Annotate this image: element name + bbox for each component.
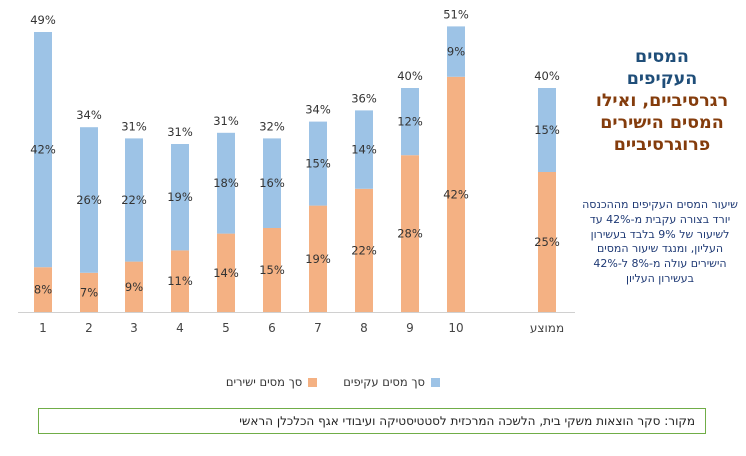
bar-indirect [171, 144, 189, 251]
x-tick-label: ממוצע [530, 321, 564, 335]
data-label-indirect: 15% [305, 157, 331, 171]
bar-direct [355, 188, 373, 312]
data-label-total: 51% [443, 7, 469, 21]
data-label-indirect: 12% [397, 115, 423, 129]
bar-direct [263, 228, 281, 312]
x-tick-label: 7 [314, 321, 322, 335]
x-tick-label: 10 [448, 321, 463, 335]
bar-direct [538, 172, 556, 312]
legend-item-indirect: סך מסים עקיפים [343, 375, 440, 389]
data-label-total: 34% [305, 103, 331, 117]
chart-description: שיעור המסים העקיפים מההכנסה יורד בצורה ע… [582, 198, 738, 285]
x-tick-label: 3 [130, 321, 138, 335]
data-label-total: 36% [351, 91, 377, 105]
bar-direct [171, 250, 189, 312]
data-label-direct: 7% [80, 285, 98, 299]
bar-direct [447, 76, 465, 312]
headline-line-2a: העקיפים [626, 69, 698, 89]
bar-indirect [309, 121, 327, 206]
data-label-direct: 8% [34, 283, 52, 297]
data-label-indirect: 18% [213, 176, 239, 190]
data-label-indirect: 9% [447, 45, 465, 59]
data-label-indirect: 19% [167, 190, 193, 204]
data-label-indirect: 22% [121, 193, 147, 207]
legend-swatch-indirect [431, 377, 440, 387]
legend-label-indirect: סך מסים עקיפים [343, 375, 425, 389]
bar-direct [125, 261, 143, 312]
data-label-direct: 25% [534, 235, 560, 249]
data-label-total: 32% [259, 119, 285, 133]
x-tick-label: 1 [39, 321, 47, 335]
data-label-total: 40% [397, 69, 423, 83]
data-label-direct: 22% [351, 243, 377, 257]
x-tick-label: 8 [360, 321, 368, 335]
bar-indirect [263, 138, 281, 228]
data-label-indirect: 15% [534, 123, 560, 137]
x-tick-label: 5 [222, 321, 230, 335]
bar-indirect [447, 26, 465, 77]
data-label-indirect: 26% [76, 193, 102, 207]
source-note: מקור: סקר הוצאות משקי בית, הלשכה המרכזית… [38, 408, 706, 434]
data-label-direct: 28% [397, 227, 423, 241]
x-tick-label: 4 [176, 321, 184, 335]
legend-swatch-direct [308, 377, 318, 387]
headline-line-4: פרוגרסיביים [613, 135, 711, 155]
data-label-direct: 14% [213, 266, 239, 280]
x-tick-label: 9 [406, 321, 414, 335]
data-label-indirect: 16% [259, 176, 285, 190]
bar-indirect [34, 32, 52, 268]
legend-label-direct: סך מסים ישירים [225, 375, 303, 389]
data-label-direct: 42% [443, 187, 469, 201]
data-label-indirect: 14% [351, 143, 377, 157]
data-label-total: 31% [121, 119, 147, 133]
bar-indirect [80, 127, 98, 273]
data-label-indirect: 42% [30, 143, 56, 157]
bar-direct [80, 272, 98, 312]
bar-direct [401, 155, 419, 312]
chart-headline: המסים העקיפים רגרסיביים, ואילו המסים היש… [582, 46, 742, 156]
data-label-direct: 15% [259, 263, 285, 277]
data-label-direct: 11% [167, 274, 193, 288]
data-label-direct: 19% [305, 252, 331, 266]
bar-indirect [217, 132, 235, 234]
bar-indirect [355, 110, 373, 189]
legend-item-direct: סך מסים ישירים [225, 375, 318, 389]
source-text: מקור: סקר הוצאות משקי בית, הלשכה המרכזית… [239, 414, 695, 428]
bar-direct [34, 267, 52, 312]
data-label-direct: 9% [125, 280, 143, 294]
data-label-total: 49% [30, 13, 56, 27]
data-label-total: 40% [534, 69, 560, 83]
x-tick-label: 2 [85, 321, 93, 335]
bar-direct [309, 205, 327, 312]
data-label-total: 34% [76, 108, 102, 122]
headline-line-2b: רגרסיביים, ואילו [595, 91, 729, 111]
headline-line-1: המסים [635, 47, 689, 67]
x-tick-label: 6 [268, 321, 276, 335]
bar-direct [217, 233, 235, 312]
data-label-total: 31% [167, 125, 193, 139]
bar-indirect [125, 138, 143, 262]
chart-legend: סך מסים עקיפים סך מסים ישירים [180, 372, 440, 392]
headline-line-3: המסים הישירים [600, 113, 724, 133]
bar-indirect [401, 88, 419, 156]
data-label-total: 31% [213, 114, 239, 128]
bar-indirect [538, 88, 556, 172]
